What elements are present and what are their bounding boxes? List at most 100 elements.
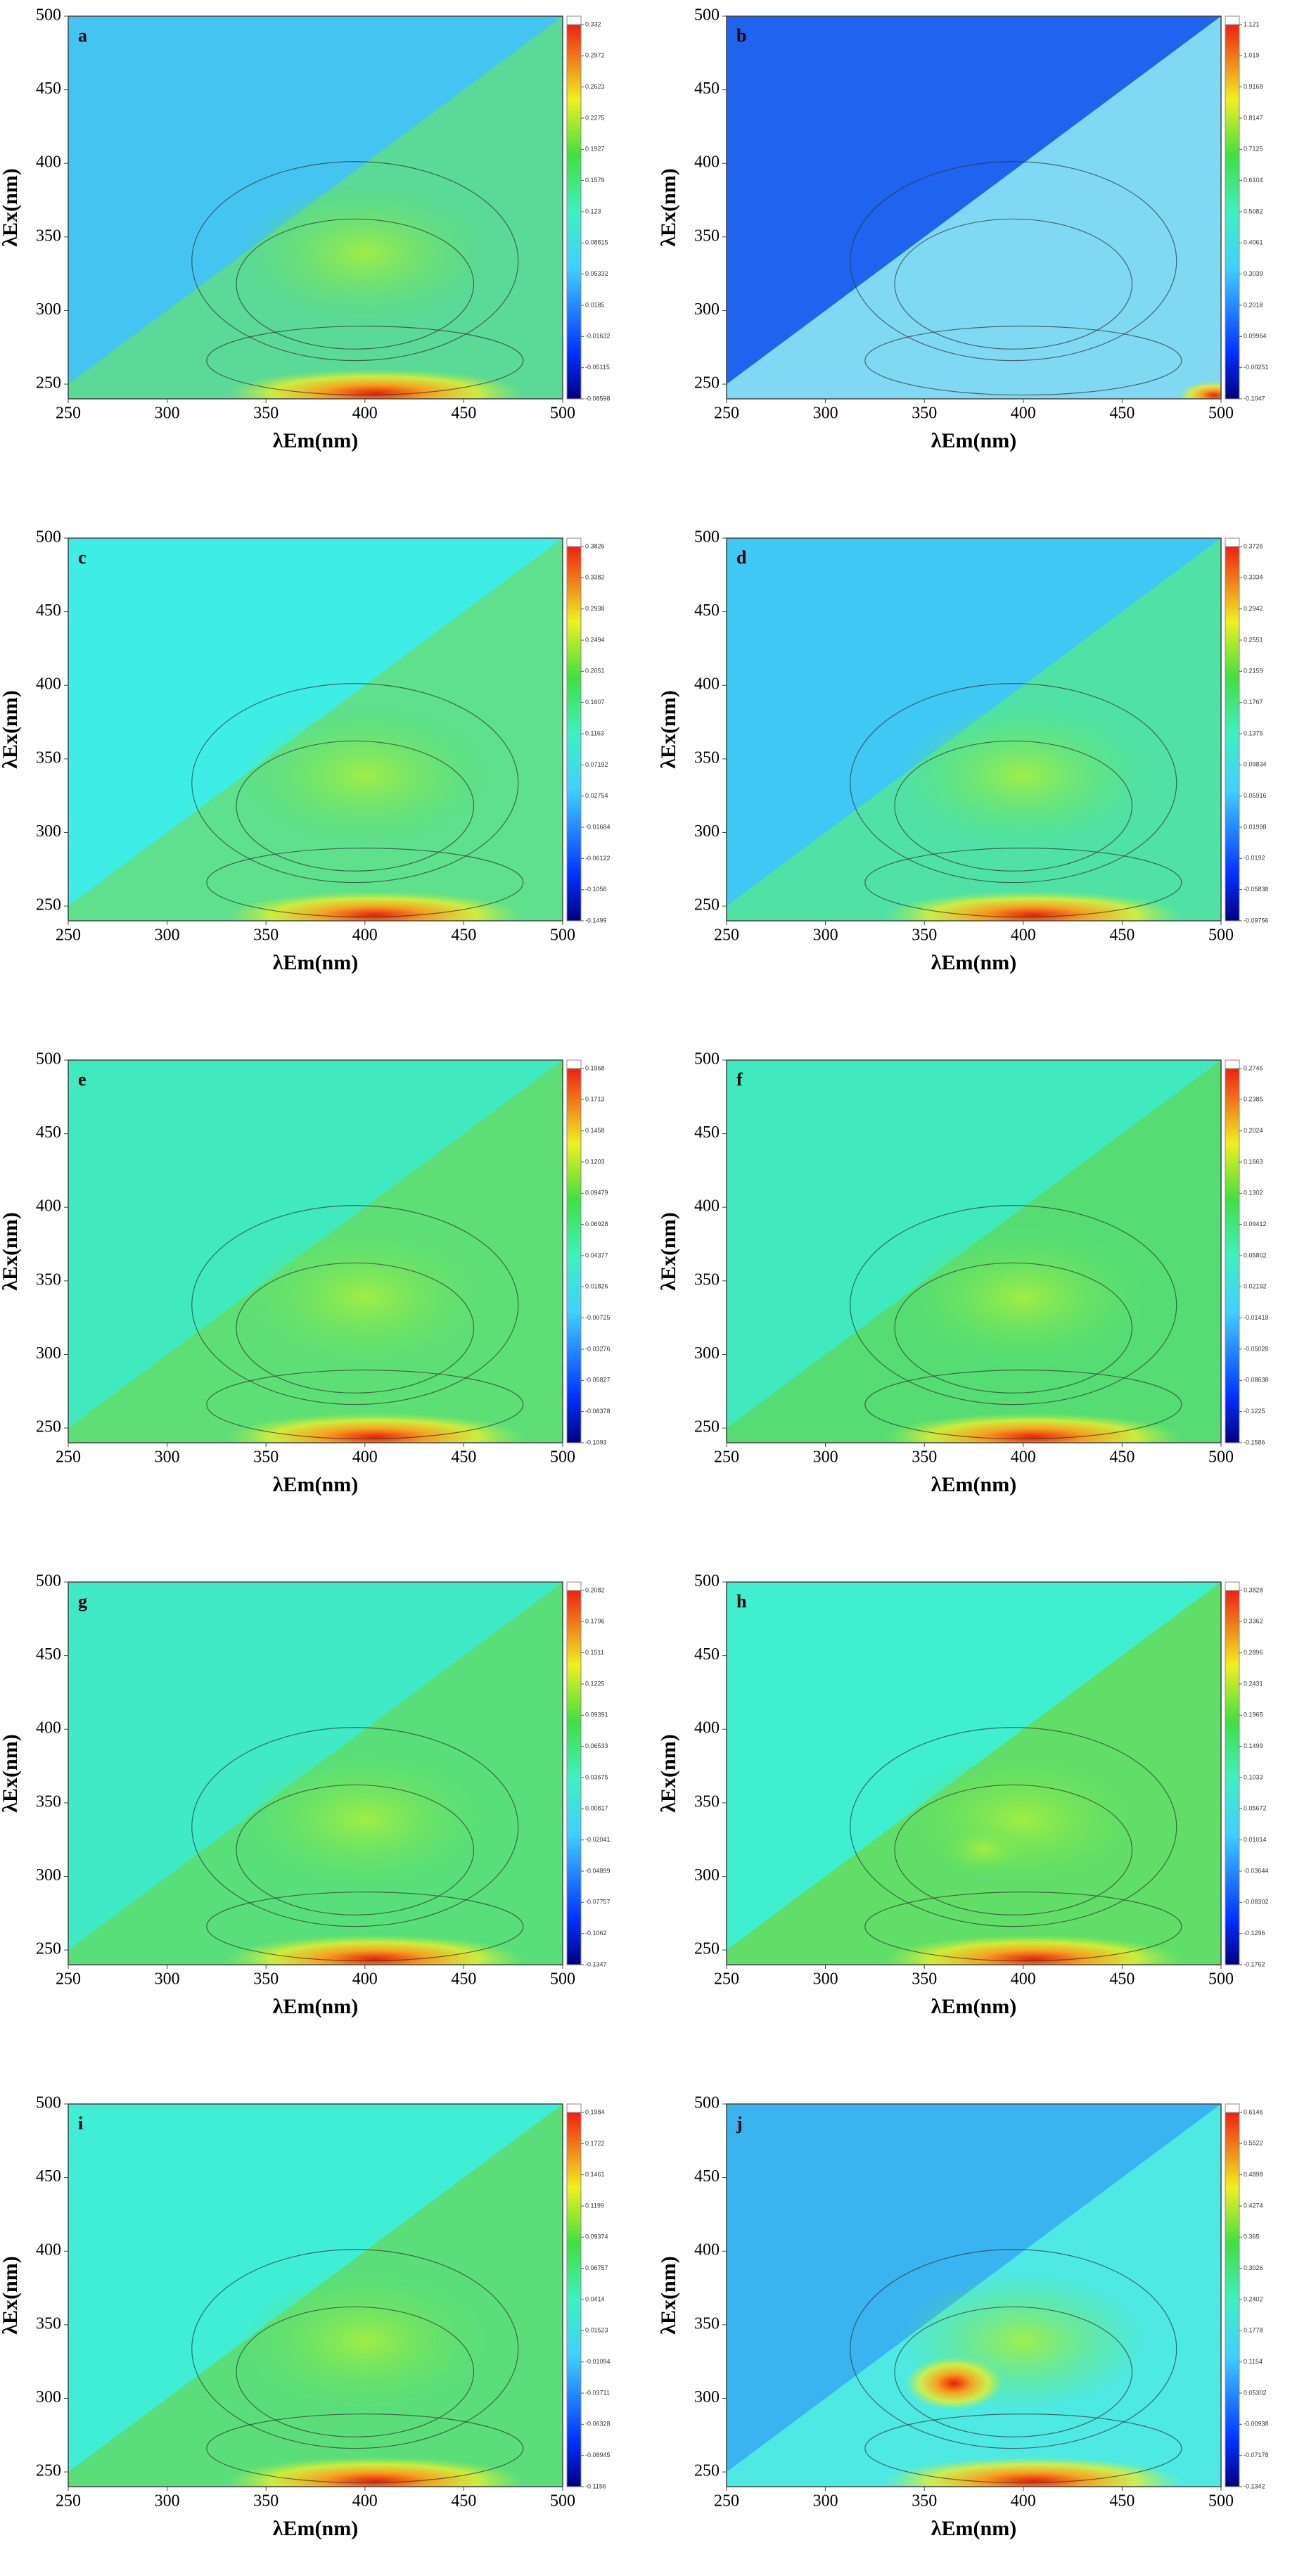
colorbar-tick-label: -0.00725 bbox=[585, 1314, 611, 1321]
y-tick-label: 350 bbox=[36, 2314, 61, 2333]
colorbar-tick-label: 0.3826 bbox=[585, 542, 605, 549]
plot-frame bbox=[68, 2103, 563, 2487]
contour-line bbox=[191, 2249, 519, 2449]
plot-area bbox=[727, 1582, 1221, 1965]
y-tick-label: 250 bbox=[694, 896, 720, 914]
contour-line bbox=[850, 2249, 1177, 2449]
colorbar-tick-label: -0.00251 bbox=[1244, 364, 1269, 371]
y-tick-label: 250 bbox=[36, 2462, 61, 2480]
x-tick-label: 500 bbox=[550, 926, 575, 945]
y-tick-label: 300 bbox=[694, 300, 720, 319]
plot-frame bbox=[726, 15, 1222, 400]
colorbar-tick-label: 0.4274 bbox=[1244, 2202, 1263, 2209]
colorbar-tick-label: 0.8147 bbox=[1244, 114, 1263, 121]
y-tick-label: 400 bbox=[694, 1197, 720, 1216]
y-tick-label: 400 bbox=[694, 2241, 720, 2259]
panel: 250 300 350 400 450 500 250 300 350 400 450 500 λEm(… bbox=[0, 2094, 611, 2540]
colorbar-tick-label: 0.1511 bbox=[585, 1649, 604, 1656]
panel-label: e bbox=[78, 1069, 87, 1090]
panel-label: c bbox=[78, 547, 87, 568]
colorbar-tick-label: 0.1225 bbox=[585, 1680, 605, 1687]
colorbar-tick-label: -0.08638 bbox=[1244, 1377, 1269, 1384]
colorbar-tick-label: -0.01684 bbox=[585, 823, 611, 830]
colorbar-tick-label: -0.03644 bbox=[1244, 1867, 1269, 1874]
x-tick-label: 300 bbox=[155, 2492, 180, 2511]
colorbar-tick-label: -0.1156 bbox=[585, 2482, 606, 2489]
colorbar-tick-label: -0.09756 bbox=[1244, 917, 1269, 924]
contour-line bbox=[236, 740, 475, 872]
colorbar-tick-label: -0.05115 bbox=[585, 364, 610, 371]
colorbar-tick-label: 0.2275 bbox=[585, 114, 605, 121]
colorbar-tick-label: 0.09374 bbox=[585, 2233, 608, 2240]
colorbar-tick-label: 0.2385 bbox=[1244, 1096, 1263, 1103]
colorbar bbox=[1225, 1590, 1240, 1965]
colorbar-tick-label: 0.1927 bbox=[585, 146, 605, 153]
x-tick-label: 300 bbox=[155, 1970, 180, 1989]
x-axis-label: λEm(nm) bbox=[931, 2517, 1016, 2540]
x-tick-label: 400 bbox=[352, 1970, 378, 1989]
colorbar-tick-label: 0.3362 bbox=[1244, 1618, 1263, 1625]
x-tick-label: 500 bbox=[1208, 1448, 1234, 1467]
panel-label: g bbox=[78, 1591, 87, 1612]
core bbox=[900, 1228, 1147, 1367]
x-tick-label: 300 bbox=[155, 404, 180, 423]
colorbar-tick-label: -0.1047 bbox=[1244, 395, 1265, 402]
colorbar bbox=[566, 1068, 582, 1443]
y-tick-label: 450 bbox=[694, 79, 720, 98]
y-tick-label: 300 bbox=[694, 1866, 720, 1885]
x-tick-label: 300 bbox=[155, 926, 180, 945]
colorbar-tick-label: 0.5082 bbox=[1244, 208, 1263, 215]
hotspot bbox=[226, 369, 523, 399]
colorbar-tick-label: 0.2746 bbox=[1244, 1064, 1263, 1071]
colorbar-tick-label: 0.06928 bbox=[585, 1220, 608, 1228]
y-axis-label: λEx(nm) bbox=[657, 2256, 680, 2334]
colorbar-tick-label: 0.1203 bbox=[585, 1158, 605, 1165]
colorbar-tick-label: 0.2024 bbox=[1244, 1127, 1263, 1134]
colorbar-tick-label: -0.03711 bbox=[585, 2389, 610, 2396]
y-tick-label: 300 bbox=[694, 1344, 720, 1363]
colorbar-tick-label: 0.3828 bbox=[1244, 1586, 1263, 1593]
plot-frame bbox=[68, 537, 563, 922]
panel-label: b bbox=[736, 25, 746, 46]
x-tick-label: 350 bbox=[253, 404, 279, 423]
panel-label: d bbox=[736, 547, 747, 568]
colorbar-tick-label: 0.1461 bbox=[585, 2171, 605, 2178]
colorbar-tick-label: 0.0185 bbox=[585, 301, 605, 308]
colorbar-tick-label: 0.2082 bbox=[585, 1586, 605, 1593]
colorbar-tick-label: -0.1342 bbox=[1244, 2482, 1265, 2489]
contour-line bbox=[850, 161, 1177, 362]
panel-label: f bbox=[736, 1069, 743, 1090]
y-tick-label: 500 bbox=[36, 2094, 61, 2112]
y-tick-label: 350 bbox=[36, 1792, 61, 1811]
panel: 250 300 350 400 450 500 250 300 350 400 450 500 λEm(… bbox=[657, 1572, 1269, 2018]
colorbar-tick-label: 0.2896 bbox=[1244, 1649, 1263, 1656]
plot-area bbox=[727, 16, 1221, 399]
x-tick-label: 250 bbox=[714, 1970, 739, 1989]
colorbar-tick-label: 0.2159 bbox=[1244, 668, 1263, 675]
contour-line bbox=[206, 326, 524, 396]
contour-line bbox=[894, 218, 1133, 350]
y-axis-label: λEx(nm) bbox=[657, 1734, 680, 1812]
contour-line bbox=[864, 848, 1182, 918]
colorbar-tick-label: 0.1458 bbox=[585, 1127, 605, 1134]
plot-frame bbox=[68, 1581, 563, 1965]
plot-area bbox=[727, 1060, 1221, 1443]
colorbar-tick-label: 1.121 bbox=[1244, 20, 1260, 27]
x-axis-label: λEm(nm) bbox=[273, 951, 358, 974]
colorbar-tick-label: 0.05332 bbox=[585, 270, 608, 277]
x-tick-label: 250 bbox=[714, 404, 739, 423]
y-tick-label: 250 bbox=[36, 374, 61, 393]
y-tick-label: 250 bbox=[36, 1940, 61, 1958]
y-axis-label: λEx(nm) bbox=[657, 690, 680, 768]
y-tick-label: 350 bbox=[694, 227, 720, 245]
x-tick-label: 450 bbox=[451, 1970, 476, 1989]
contour-line bbox=[236, 218, 475, 350]
contour-line bbox=[191, 1205, 519, 1405]
x-tick-label: 450 bbox=[451, 404, 476, 423]
hotspot bbox=[885, 1413, 1182, 1443]
contour-line bbox=[850, 683, 1177, 884]
colorbar-tick-label: -0.1499 bbox=[585, 917, 607, 924]
x-tick-label: 300 bbox=[813, 1448, 838, 1467]
y-tick-label: 250 bbox=[694, 2462, 720, 2480]
colorbar-tick-label: -0.1347 bbox=[585, 1960, 607, 1968]
